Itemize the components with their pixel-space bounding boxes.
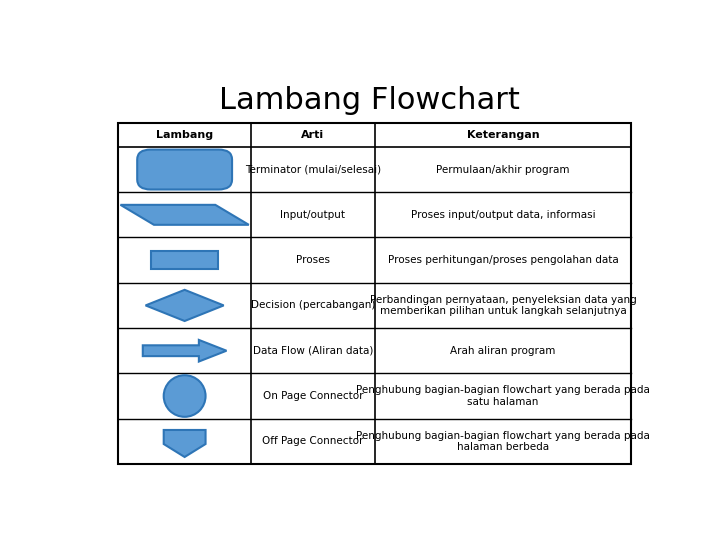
Bar [151, 251, 218, 269]
Text: Permulaan/akhir program: Permulaan/akhir program [436, 165, 570, 174]
Text: Penghubung bagian-bagian flowchart yang berada pada
satu halaman: Penghubung bagian-bagian flowchart yang … [356, 385, 650, 407]
FancyBboxPatch shape [138, 150, 232, 190]
Text: Terminator (mulai/selesai): Terminator (mulai/selesai) [245, 165, 381, 174]
Bar [118, 123, 631, 464]
Polygon shape [120, 205, 249, 225]
Text: Perbandingan pernyataan, penyeleksian data yang
memberikan pilihan untuk langkah: Perbandingan pernyataan, penyeleksian da… [369, 295, 636, 316]
Text: Proses: Proses [296, 255, 330, 265]
Text: Input/output: Input/output [281, 210, 346, 220]
Text: Arah aliran program: Arah aliran program [450, 346, 556, 356]
Text: Arti: Arti [302, 130, 325, 140]
Text: Keterangan: Keterangan [467, 130, 539, 140]
Text: Proses input/output data, informasi: Proses input/output data, informasi [410, 210, 595, 220]
Text: Proses perhitungan/proses pengolahan data: Proses perhitungan/proses pengolahan dat… [387, 255, 618, 265]
Text: Lambang: Lambang [156, 130, 213, 140]
Polygon shape [145, 290, 224, 321]
Text: On Page Connector: On Page Connector [263, 391, 363, 401]
Ellipse shape [163, 375, 206, 417]
Text: Data Flow (Aliran data): Data Flow (Aliran data) [253, 346, 373, 356]
Polygon shape [143, 340, 227, 362]
Text: Lambang Flowchart: Lambang Flowchart [219, 85, 519, 114]
Text: Penghubung bagian-bagian flowchart yang berada pada
halaman berbeda: Penghubung bagian-bagian flowchart yang … [356, 430, 650, 452]
Polygon shape [163, 430, 206, 457]
Text: Decision (percabangan): Decision (percabangan) [251, 300, 375, 310]
Text: Off Page Connector: Off Page Connector [262, 436, 364, 447]
